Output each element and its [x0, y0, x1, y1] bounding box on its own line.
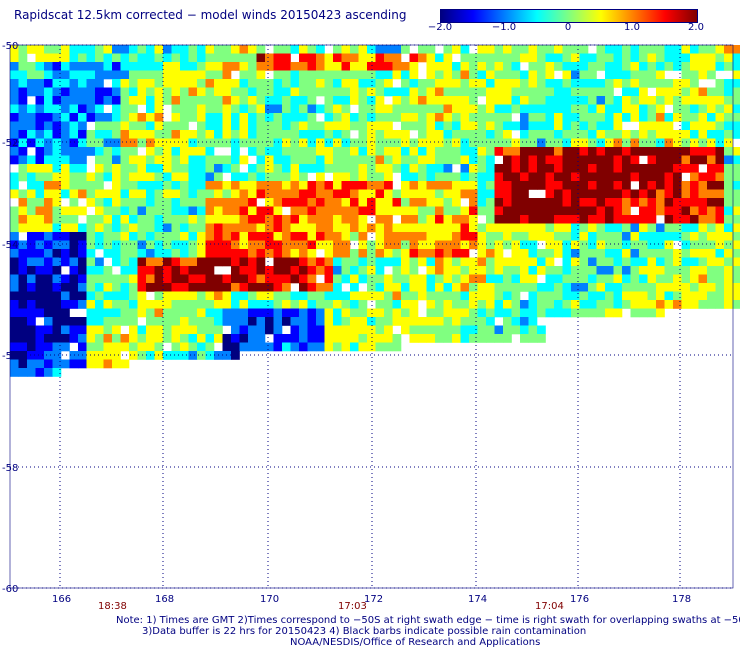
colorbar-label: 1.0 — [624, 22, 640, 33]
plot-frame — [9, 44, 734, 589]
lat-label: -56 — [2, 351, 18, 362]
note-line-1: Note: 1) Times are GMT 2)Times correspon… — [116, 615, 740, 626]
lon-label: 176 — [570, 594, 589, 605]
time-label: 17:04 — [535, 601, 564, 610]
note-line-3: NOAA/NESDIS/Office of Research and Appli… — [290, 637, 541, 648]
colorbar-label: −1.0 — [491, 22, 517, 33]
axis-labels: -50 -52 -54 -56 -58 -60 166 168 170 172 174 176 178 1… — [2, 41, 691, 610]
swath-data-layer — [10, 45, 740, 377]
colorbar-label: −2.0 — [427, 22, 453, 33]
lon-label: 166 — [52, 594, 71, 605]
lon-label: 178 — [672, 594, 691, 605]
colorbar-label: 0 — [564, 22, 572, 33]
lat-label: -54 — [2, 240, 18, 251]
note-line-2: 3)Data buffer is 22 hrs for 20150423 4) … — [142, 626, 587, 637]
time-label: 17:03 — [338, 601, 367, 610]
wind-difference-map: -50 -52 -54 -56 -58 -60 166 168 170 172 174 176 178 1… — [2, 41, 740, 610]
map-title: Rapidscat 12.5km corrected − model winds… — [14, 8, 407, 22]
lat-label: -52 — [2, 138, 18, 149]
lon-label: 172 — [364, 594, 383, 605]
lon-label: 168 — [155, 594, 174, 605]
lon-label: 174 — [468, 594, 487, 605]
colorbar — [440, 9, 698, 23]
colorbar-label: 2.0 — [688, 22, 704, 33]
lat-label: -60 — [2, 584, 18, 595]
time-label: 18:38 — [98, 601, 127, 610]
lat-label: -58 — [2, 463, 18, 474]
lat-label: -50 — [2, 41, 18, 52]
lon-label: 170 — [260, 594, 279, 605]
